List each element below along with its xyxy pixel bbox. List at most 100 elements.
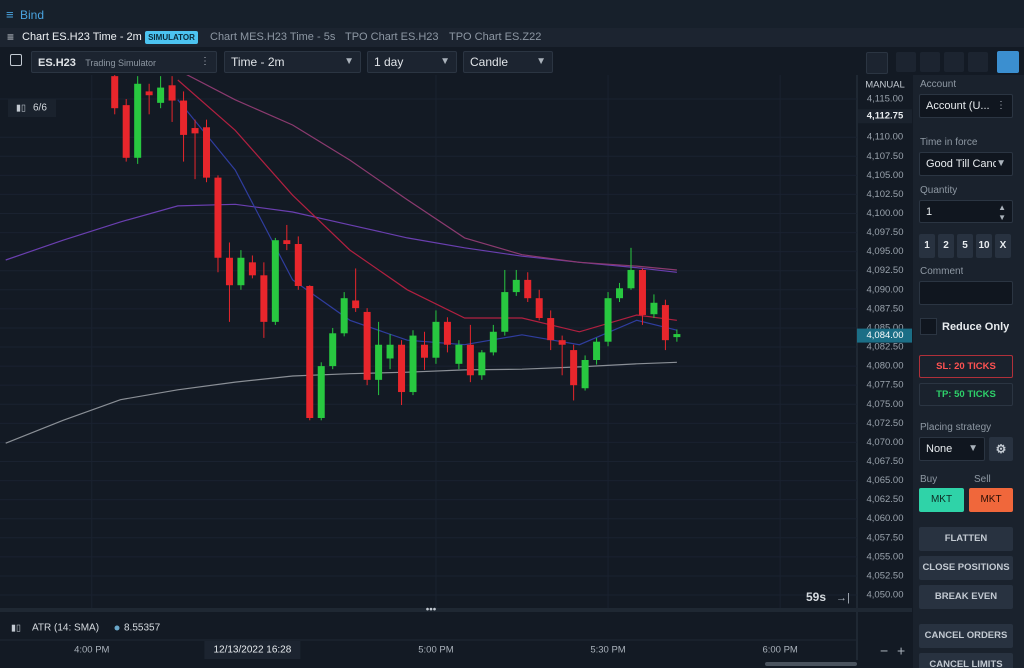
y-tick-label: 4,072.50 (867, 418, 904, 429)
candle-body (638, 269, 646, 315)
tab-bar: ≡ Chart ES.H23 Time - 2m SIMULATOR Chart… (0, 28, 1024, 47)
y-tick-label: 4,092.50 (867, 265, 904, 276)
candle-body (329, 333, 337, 367)
candle-body (122, 105, 130, 158)
action-button[interactable]: CANCEL ORDERS (919, 624, 1013, 648)
chevron: ▼ (440, 56, 450, 67)
last-price-bg (857, 328, 912, 343)
tif-select[interactable]: Good Till Canc ▼ (919, 152, 1013, 176)
indicator-icon: ▮▯ (16, 102, 26, 112)
x-tick-label: 5:30 PM (590, 645, 625, 656)
y-tick-label: 4,060.00 (867, 513, 904, 524)
candle-body (673, 334, 681, 338)
zoom-out[interactable]: − (880, 643, 888, 659)
field-label: Time in force (920, 137, 978, 148)
action-button[interactable]: CLOSE POSITIONS (919, 556, 1013, 580)
chevron: ▼ (996, 153, 1006, 175)
candle-body (306, 285, 314, 418)
candle-body (134, 83, 142, 158)
sell-label: Sell (974, 474, 991, 485)
sell-button[interactable]: MKT (969, 488, 1013, 512)
crosshair-time: 12/13/2022 16:28 (213, 645, 291, 656)
y-tick-label: 4,097.50 (867, 227, 904, 238)
comment-input[interactable] (919, 281, 1013, 305)
candle-body (294, 244, 302, 286)
zoom-in[interactable]: + (897, 643, 905, 659)
candle-body (650, 302, 658, 315)
tool-button[interactable] (866, 52, 888, 74)
buy-label: Buy (920, 474, 938, 485)
quick-qty[interactable]: 5 (957, 234, 973, 258)
tab[interactable]: Chart ES.H23 Time - 2m (22, 31, 142, 43)
y-tick-label: 4,102.50 (867, 189, 904, 200)
y-tick-label: 4,057.50 (867, 532, 904, 543)
atr-icon: ▮▯ (11, 622, 21, 632)
candle-body (157, 87, 165, 103)
tool-button[interactable] (944, 52, 964, 72)
timeframe: Time - 2m (231, 55, 285, 69)
range: 1 day (374, 55, 404, 69)
y-tick-label: 4,105.00 (867, 170, 904, 181)
candle-body (501, 292, 509, 332)
action-button[interactable]: FLATTEN (919, 527, 1013, 551)
y-tick-label: 4,055.00 (867, 551, 904, 562)
moving-average (186, 75, 677, 271)
tool-button[interactable] (968, 52, 988, 72)
checkbox[interactable] (920, 318, 937, 335)
menu-title[interactable]: Bind (20, 8, 45, 22)
tab-menu[interactable]: ≡ (7, 30, 15, 44)
candle-body (443, 321, 451, 345)
y-tick-label: 4,050.00 (867, 590, 904, 601)
pane-splitter[interactable] (0, 608, 912, 612)
candle-body (225, 257, 233, 286)
tool-button[interactable] (920, 52, 940, 72)
quick-qty[interactable]: 10 (976, 234, 992, 258)
tab[interactable]: Chart MES.H23 Time - 5s (210, 31, 336, 43)
scroll-end-icon[interactable]: →| (836, 592, 850, 604)
tool-button[interactable] (896, 52, 916, 72)
quantity-input[interactable]: 1 ▲ ▼ (919, 200, 1013, 223)
candle-body (409, 335, 417, 393)
action-button[interactable]: BREAK EVEN (919, 585, 1013, 609)
range-select[interactable]: 1 day ▼ (367, 51, 457, 73)
reduce-only: Reduce Only (942, 321, 1010, 333)
candle-body (237, 257, 245, 286)
spinner[interactable]: ▲ ▼ (998, 203, 1006, 222)
candle-body (214, 177, 222, 258)
quick-qty[interactable]: X (995, 234, 1011, 258)
y-tick-label: 4,107.50 (867, 151, 904, 162)
tp-button[interactable]: TP: 50 TICKS (919, 383, 1013, 406)
style-select[interactable]: Candle ▼ (463, 51, 553, 73)
symbol-select[interactable]: ES.H23 Trading Simulator ⋮ (31, 51, 217, 73)
menu-icon[interactable]: ≡ (6, 7, 14, 22)
y-tick-label: 4,075.00 (867, 399, 904, 410)
tab[interactable]: TPO Chart ES.H23 (345, 31, 439, 43)
action-button[interactable]: CANCEL LIMITS (919, 653, 1013, 668)
scale-mode[interactable]: MANUAL (865, 80, 905, 91)
candle-body (512, 279, 520, 293)
y-tick-label: 4,090.00 (867, 284, 904, 295)
panel-toggle[interactable] (997, 51, 1019, 73)
quick-qty[interactable]: 2 (938, 234, 954, 258)
candle-body (570, 350, 578, 386)
settings-button[interactable]: ⚙ (989, 437, 1013, 461)
tab[interactable]: TPO Chart ES.Z22 (449, 31, 542, 43)
buy-button[interactable]: MKT (919, 488, 964, 512)
candle-body (111, 76, 119, 109)
last-price: 4,084.00 (867, 330, 904, 341)
sidebar-toggle[interactable] (10, 54, 22, 66)
sl-button[interactable]: SL: 20 TICKS (919, 355, 1013, 378)
candle-body (616, 288, 624, 299)
chevron: ▼ (536, 56, 546, 67)
splitter-handle[interactable]: ••• (426, 605, 437, 616)
candle-body (271, 240, 279, 322)
account-select[interactable]: Account (U... ⋮ (919, 94, 1013, 118)
y-tick-label: 4,067.50 (867, 456, 904, 467)
strategy-select[interactable]: None ▼ (919, 437, 985, 461)
scrollbar[interactable] (765, 662, 857, 666)
indicator-box[interactable] (8, 99, 56, 117)
candle-body (340, 298, 348, 334)
timeframe-select[interactable]: Time - 2m ▼ (224, 51, 361, 73)
quick-qty[interactable]: 1 (919, 234, 935, 258)
